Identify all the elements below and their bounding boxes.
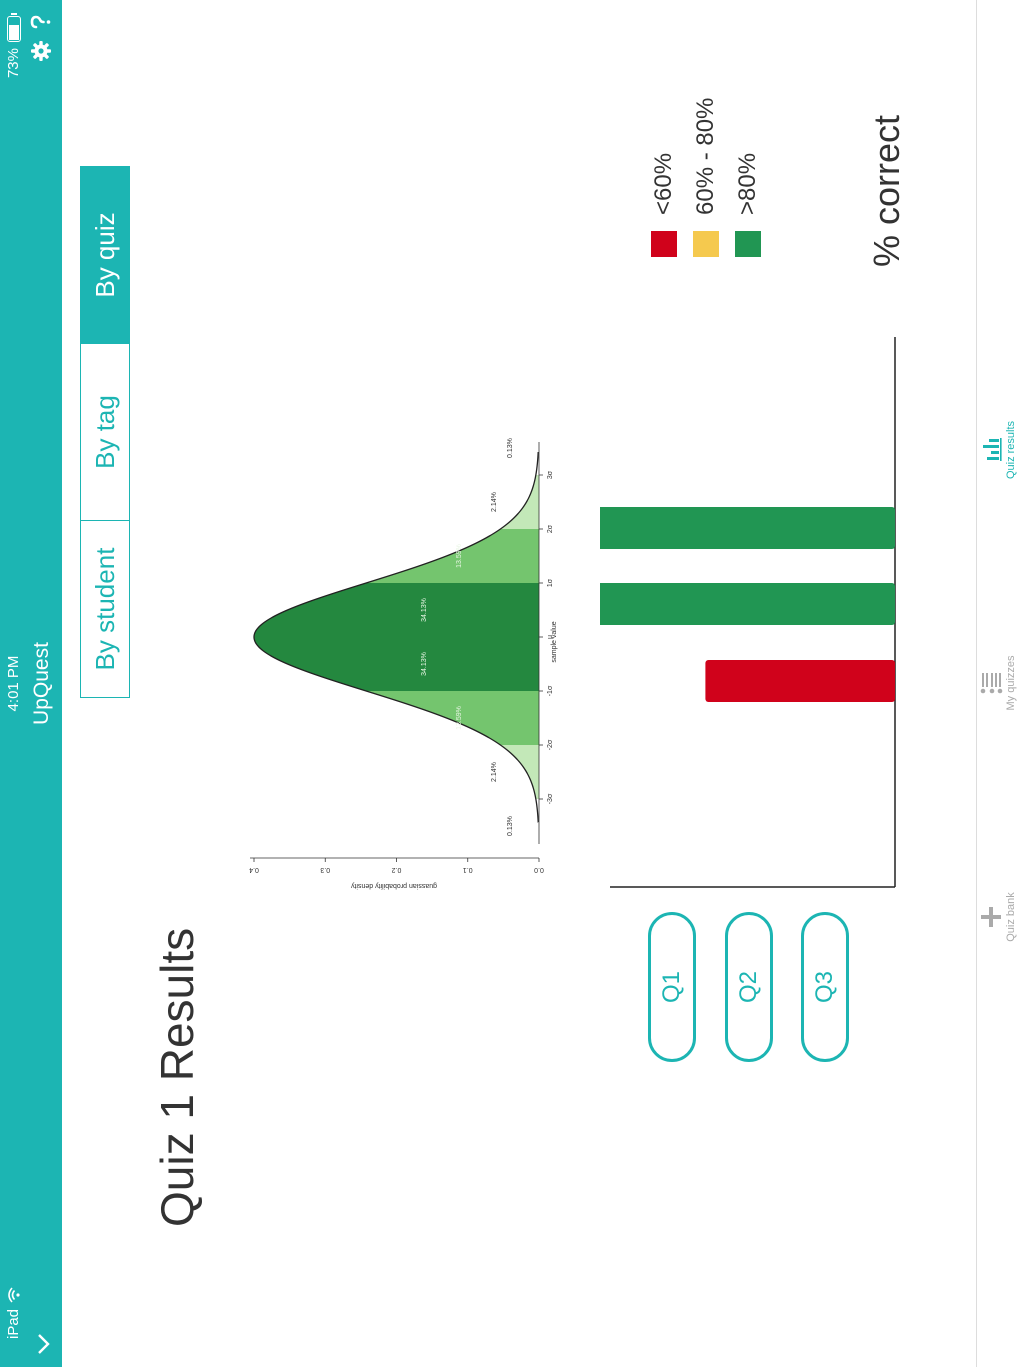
battery-icon bbox=[6, 16, 21, 42]
bell-region-label: 0.13% bbox=[507, 438, 514, 458]
bar-chart-icon bbox=[983, 438, 1002, 461]
bell-y-tick-label: 0.2 bbox=[392, 866, 402, 873]
x-axis-label: % correct bbox=[866, 114, 907, 267]
header-actions bbox=[30, 14, 52, 62]
status-right: 73% bbox=[5, 16, 22, 78]
page-title: Quiz 1 Results bbox=[151, 927, 203, 1227]
bell-x-tick-label: 3σ bbox=[547, 470, 554, 479]
bottom-tab-label: Quiz bank bbox=[1005, 892, 1017, 942]
bottom-tab-bar: Quiz bank My quizzes Quiz results bbox=[976, 0, 1025, 1367]
bell-x-tick-label: -3σ bbox=[547, 793, 554, 804]
bell-x-tick-label: 1σ bbox=[547, 578, 554, 587]
bell-region bbox=[500, 475, 539, 529]
bell-region bbox=[254, 583, 539, 637]
legend-item-mid: 60% - 80% bbox=[692, 98, 720, 257]
battery-percent: 73% bbox=[5, 48, 22, 79]
bell-y-label: guassian probability density bbox=[351, 882, 437, 889]
tab-by-student[interactable]: By student bbox=[89, 547, 120, 671]
bell-y-tick-label: 0.3 bbox=[320, 866, 330, 873]
question-pill-q3[interactable]: Q3 bbox=[801, 912, 849, 1062]
tab-by-tag[interactable]: By tag bbox=[81, 344, 129, 521]
bell-y-ticks: 0.0 0.1 0.2 0.3 0.4 bbox=[249, 858, 544, 873]
bell-y-tick-label: 0.0 bbox=[534, 866, 544, 873]
legend-label-high: >80% bbox=[734, 152, 761, 215]
bar-q1 bbox=[705, 660, 896, 702]
bottom-tab-label: My quizzes bbox=[1005, 655, 1017, 711]
bell-x-label: sample value bbox=[551, 621, 558, 662]
legend-swatch-low bbox=[651, 231, 677, 257]
plus-icon bbox=[981, 907, 1001, 927]
bottom-tab-quiz-bank[interactable]: Quiz bank bbox=[979, 857, 1017, 977]
bell-region-labels: 0.13% 2.14% 13.59% 34.13% 34.13% 13.59% 2.14% 0… bbox=[421, 438, 514, 836]
bell-curve-figure: 0.0 0.1 0.2 0.3 0.4 -3σ -2σ -1σ μ 1σ 2σ 3σ 0.13% 2.… bbox=[249, 438, 558, 889]
gear-icon[interactable] bbox=[30, 40, 52, 62]
wifi-icon bbox=[7, 1287, 20, 1303]
bottom-tab-quiz-results[interactable]: Quiz results bbox=[979, 390, 1017, 510]
bell-region-label: 2.14% bbox=[491, 762, 498, 782]
bell-x-ticks: -3σ -2σ -1σ μ 1σ 2σ 3σ bbox=[539, 470, 554, 804]
bell-region-label: 0.13% bbox=[507, 816, 514, 836]
view-tabs: By student By tag By quiz bbox=[80, 166, 130, 698]
bell-region-label: 13.59% bbox=[456, 706, 463, 730]
list-icon bbox=[980, 673, 1003, 694]
status-time: 4:01 PM bbox=[5, 655, 22, 712]
bottom-tab-label: Quiz results bbox=[1005, 420, 1017, 480]
bell-region bbox=[500, 745, 539, 799]
bell-y-tick-label: 0.4 bbox=[249, 866, 259, 873]
legend: <60% 60% - 80% >80% bbox=[650, 98, 776, 257]
bell-x-tick-label: -1σ bbox=[547, 685, 554, 696]
bell-x-tick-label: -2σ bbox=[547, 739, 554, 750]
legend-label-mid: 60% - 80% bbox=[692, 97, 719, 215]
bell-x-tick-label: μ bbox=[547, 635, 554, 639]
status-left: iPad bbox=[5, 1287, 22, 1339]
bar-q3 bbox=[600, 507, 895, 549]
bell-region-label: 13.59% bbox=[456, 544, 463, 568]
app-title: UpQuest bbox=[30, 642, 53, 725]
bar-q2 bbox=[600, 583, 895, 625]
question-pill-q2[interactable]: Q2 bbox=[725, 912, 773, 1062]
question-pill-q1[interactable]: Q1 bbox=[648, 912, 696, 1062]
bottom-tab-my-quizzes[interactable]: My quizzes bbox=[979, 623, 1017, 743]
help-icon[interactable] bbox=[30, 14, 52, 30]
bell-x-tick-label: 2σ bbox=[547, 524, 554, 533]
legend-item-low: <60% bbox=[650, 98, 678, 257]
legend-swatch-high bbox=[735, 231, 761, 257]
legend-label-low: <60% bbox=[650, 152, 677, 215]
legend-item-high: >80% bbox=[734, 98, 762, 257]
legend-swatch-mid bbox=[693, 231, 719, 257]
bell-region bbox=[254, 637, 539, 691]
bars bbox=[600, 507, 896, 702]
top-bar: iPad 4:01 PM 73% UpQuest bbox=[0, 0, 62, 1367]
bell-curve-line bbox=[253, 451, 539, 823]
bell-y-tick-label: 0.1 bbox=[463, 866, 473, 873]
bell-region-label: 34.13% bbox=[421, 598, 428, 622]
chevron-down-icon[interactable] bbox=[30, 1331, 56, 1357]
bell-region-label: 34.13% bbox=[421, 652, 428, 676]
bell-curve-regions bbox=[254, 452, 539, 822]
quiz-bar-chart bbox=[600, 337, 896, 888]
tab-by-quiz[interactable]: By quiz bbox=[81, 167, 129, 344]
bell-region-label: 2.14% bbox=[491, 492, 498, 512]
